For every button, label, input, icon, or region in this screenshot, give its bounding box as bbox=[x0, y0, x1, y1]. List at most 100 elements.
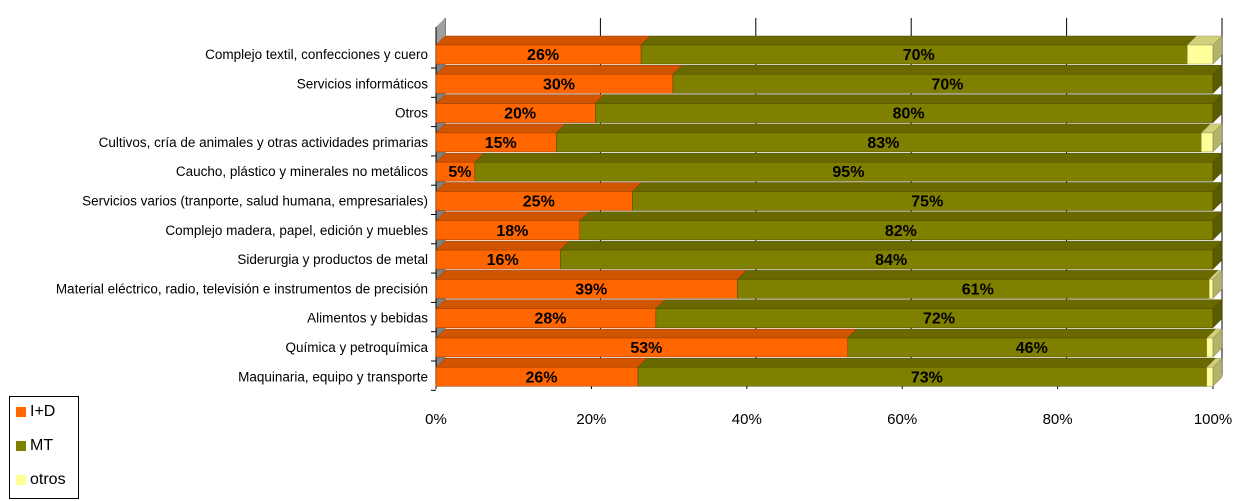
bar-top-face bbox=[594, 94, 1223, 104]
category-label: Complejo madera, papel, edición y mueble… bbox=[165, 223, 428, 238]
bar-top-face bbox=[435, 358, 648, 368]
bar-top-face bbox=[655, 299, 1223, 309]
x-tick-label: 60% bbox=[887, 411, 917, 428]
legend-swatch-1 bbox=[16, 441, 26, 451]
bar-top-face bbox=[435, 94, 605, 104]
bar-side-face bbox=[1212, 123, 1223, 153]
bar-segment bbox=[637, 357, 1217, 387]
data-label: 46% bbox=[1016, 340, 1048, 357]
bar-top-face bbox=[672, 65, 1223, 75]
bar-side-face bbox=[1212, 152, 1223, 182]
data-label: 70% bbox=[903, 47, 935, 64]
bar-top-face bbox=[559, 240, 1223, 251]
bar-segment bbox=[1206, 328, 1223, 358]
bar-segment bbox=[1186, 35, 1223, 65]
bar-front-face bbox=[1187, 44, 1214, 65]
bar-front-face bbox=[1206, 367, 1214, 387]
bar-top-face bbox=[640, 35, 1197, 46]
bar-top-face bbox=[555, 123, 1211, 134]
x-tick-label: 40% bbox=[732, 411, 762, 428]
bar-segment bbox=[435, 211, 590, 241]
bar-side-face bbox=[1212, 35, 1223, 65]
bar-top-face bbox=[435, 65, 683, 75]
legend-swatch-0 bbox=[16, 407, 26, 417]
legend-item-1: MT bbox=[16, 435, 53, 457]
bar-side-face bbox=[1212, 240, 1223, 270]
data-label: 30% bbox=[543, 76, 575, 93]
bar-side-face bbox=[1212, 299, 1223, 329]
x-tick-label: 20% bbox=[576, 411, 606, 428]
bar-segment bbox=[579, 211, 1223, 241]
category-label: Servicios varios (tranporte, salud human… bbox=[82, 194, 428, 209]
bar-top-face bbox=[847, 328, 1217, 339]
bar-top-face bbox=[474, 152, 1223, 163]
bar-segment bbox=[631, 181, 1223, 212]
data-label: 26% bbox=[525, 369, 557, 386]
data-label: 25% bbox=[523, 194, 555, 211]
data-label: 73% bbox=[911, 369, 943, 386]
data-label: 70% bbox=[931, 76, 963, 93]
bar-top-face bbox=[579, 211, 1223, 222]
data-labels: 26% 70% 30% 70% 20% 80% 15% 83% 5% 95% 25% 75% 18% 82… bbox=[448, 47, 1047, 386]
bar-top-face bbox=[637, 358, 1217, 368]
category-label: Servicios informáticos bbox=[297, 76, 429, 91]
bar-top-face bbox=[435, 35, 651, 46]
bar-top-face bbox=[435, 240, 570, 251]
bar-top-face bbox=[435, 182, 643, 192]
legend: I+D MT otros bbox=[9, 396, 79, 499]
category-label: Maquinaria, equipo y transporte bbox=[238, 369, 428, 384]
bar-segment bbox=[1208, 269, 1223, 300]
x-tick-labels: 0% 20% 40% 60% 80% 100% bbox=[425, 411, 1232, 428]
bar-front-face bbox=[1208, 279, 1214, 299]
bar-side-face bbox=[1212, 93, 1223, 124]
data-label: 83% bbox=[867, 135, 899, 152]
data-label: 20% bbox=[504, 106, 536, 123]
bar-segment bbox=[1200, 123, 1223, 153]
bar-top-face bbox=[435, 299, 666, 309]
category-label: Alimentos y bebidas bbox=[307, 311, 428, 326]
data-label: 53% bbox=[630, 340, 662, 357]
bar-side-face bbox=[1212, 64, 1223, 94]
data-label: 72% bbox=[923, 311, 955, 328]
bar-top-face bbox=[435, 328, 858, 339]
bar-front-face bbox=[1206, 337, 1214, 358]
bar-top-face bbox=[435, 270, 748, 280]
data-label: 95% bbox=[832, 164, 864, 181]
bar-segment bbox=[655, 299, 1223, 329]
data-label: 75% bbox=[911, 194, 943, 211]
category-label: Caucho, plástico y minerales no metálico… bbox=[176, 164, 428, 179]
bar-segment bbox=[1206, 357, 1223, 387]
bar-segment bbox=[847, 328, 1217, 358]
legend-label-0: I+D bbox=[30, 403, 56, 420]
legend-label-1: MT bbox=[30, 437, 54, 454]
bar-segment bbox=[559, 240, 1223, 270]
data-label: 61% bbox=[962, 281, 994, 298]
bar-segment bbox=[672, 64, 1223, 94]
data-label: 80% bbox=[893, 106, 925, 123]
bar-segment bbox=[594, 93, 1223, 124]
data-label: 26% bbox=[527, 47, 559, 64]
category-label: Material eléctrico, radio, televisión e … bbox=[56, 281, 428, 296]
bar-top-face bbox=[631, 182, 1223, 192]
category-label: Otros bbox=[395, 106, 428, 121]
bar-segment bbox=[474, 152, 1223, 182]
bars bbox=[435, 35, 1223, 387]
bar-segment bbox=[640, 35, 1197, 65]
bar-side-face bbox=[1212, 357, 1223, 387]
legend-label-2: otros bbox=[30, 471, 66, 488]
category-label: Complejo textil, confecciones y cuero bbox=[205, 47, 428, 62]
data-label: 16% bbox=[487, 252, 519, 269]
category-label: Siderurgia y productos de metal bbox=[237, 252, 428, 267]
category-label: Cultivos, cría de animales y otras activ… bbox=[99, 135, 429, 150]
x-tick-label: 100% bbox=[1194, 411, 1232, 428]
x-tick-label: 80% bbox=[1043, 411, 1073, 428]
legend-item-0: I+D bbox=[16, 401, 55, 423]
bar-top-face bbox=[435, 123, 567, 134]
bar-side-face bbox=[1212, 211, 1223, 241]
data-label: 5% bbox=[448, 164, 471, 181]
data-label: 28% bbox=[534, 311, 566, 328]
category-labels: Complejo textil, confecciones y cuero Ser… bbox=[56, 47, 429, 384]
legend-item-2: otros bbox=[16, 469, 66, 491]
data-label: 84% bbox=[875, 252, 907, 269]
